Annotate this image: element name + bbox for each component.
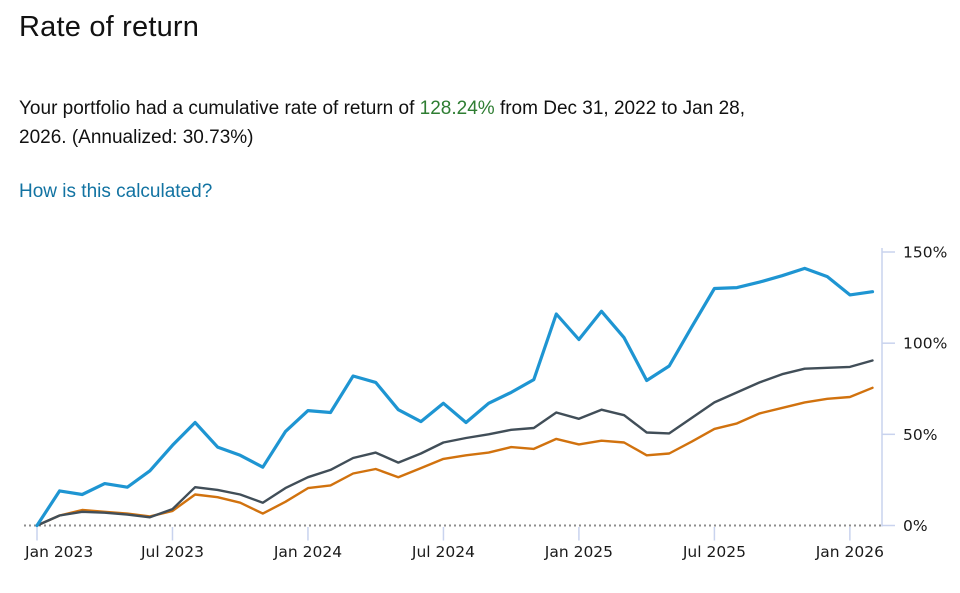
summary-line-2: 2026. (Annualized: 30.73%) xyxy=(19,127,254,148)
benchmark-gray-line[interactable] xyxy=(35,359,874,527)
return-percentage: 128.24% xyxy=(419,98,495,119)
portfolio-line[interactable] xyxy=(35,266,875,528)
how-calculated-link[interactable]: How is this calculated? xyxy=(19,181,213,202)
summary-prefix: Your portfolio had a cumulative rate of … xyxy=(19,98,420,119)
x-axis-label: Jan 2023 xyxy=(24,543,93,561)
y-axis-label: 150% xyxy=(903,244,947,262)
x-axis-label: Jul 2024 xyxy=(411,543,475,561)
benchmark-orange-line[interactable] xyxy=(35,386,874,527)
x-axis-label: Jul 2023 xyxy=(140,543,204,561)
x-axis-label: Jan 2025 xyxy=(544,543,613,561)
y-axis-label: 100% xyxy=(903,335,947,353)
y-axis-label: 50% xyxy=(903,426,937,444)
summary-line-1: Your portfolio had a cumulative rate of … xyxy=(19,94,745,123)
page-title: Rate of return xyxy=(19,11,200,43)
summary-date-range: from Dec 31, 2022 to Jan 28, xyxy=(494,98,745,119)
x-axis-label: Jan 2026 xyxy=(815,543,884,561)
rate-of-return-chart: 0% 50% 100% 150% Jan 2023 Jul 2023 Jan 2024 Jul… xyxy=(24,244,947,561)
x-axis-label: Jul 2025 xyxy=(682,543,746,561)
x-axis-label: Jan 2024 xyxy=(273,543,342,561)
y-axis-label: 0% xyxy=(903,517,928,535)
summary-text: Your portfolio had a cumulative rate of … xyxy=(19,94,745,152)
